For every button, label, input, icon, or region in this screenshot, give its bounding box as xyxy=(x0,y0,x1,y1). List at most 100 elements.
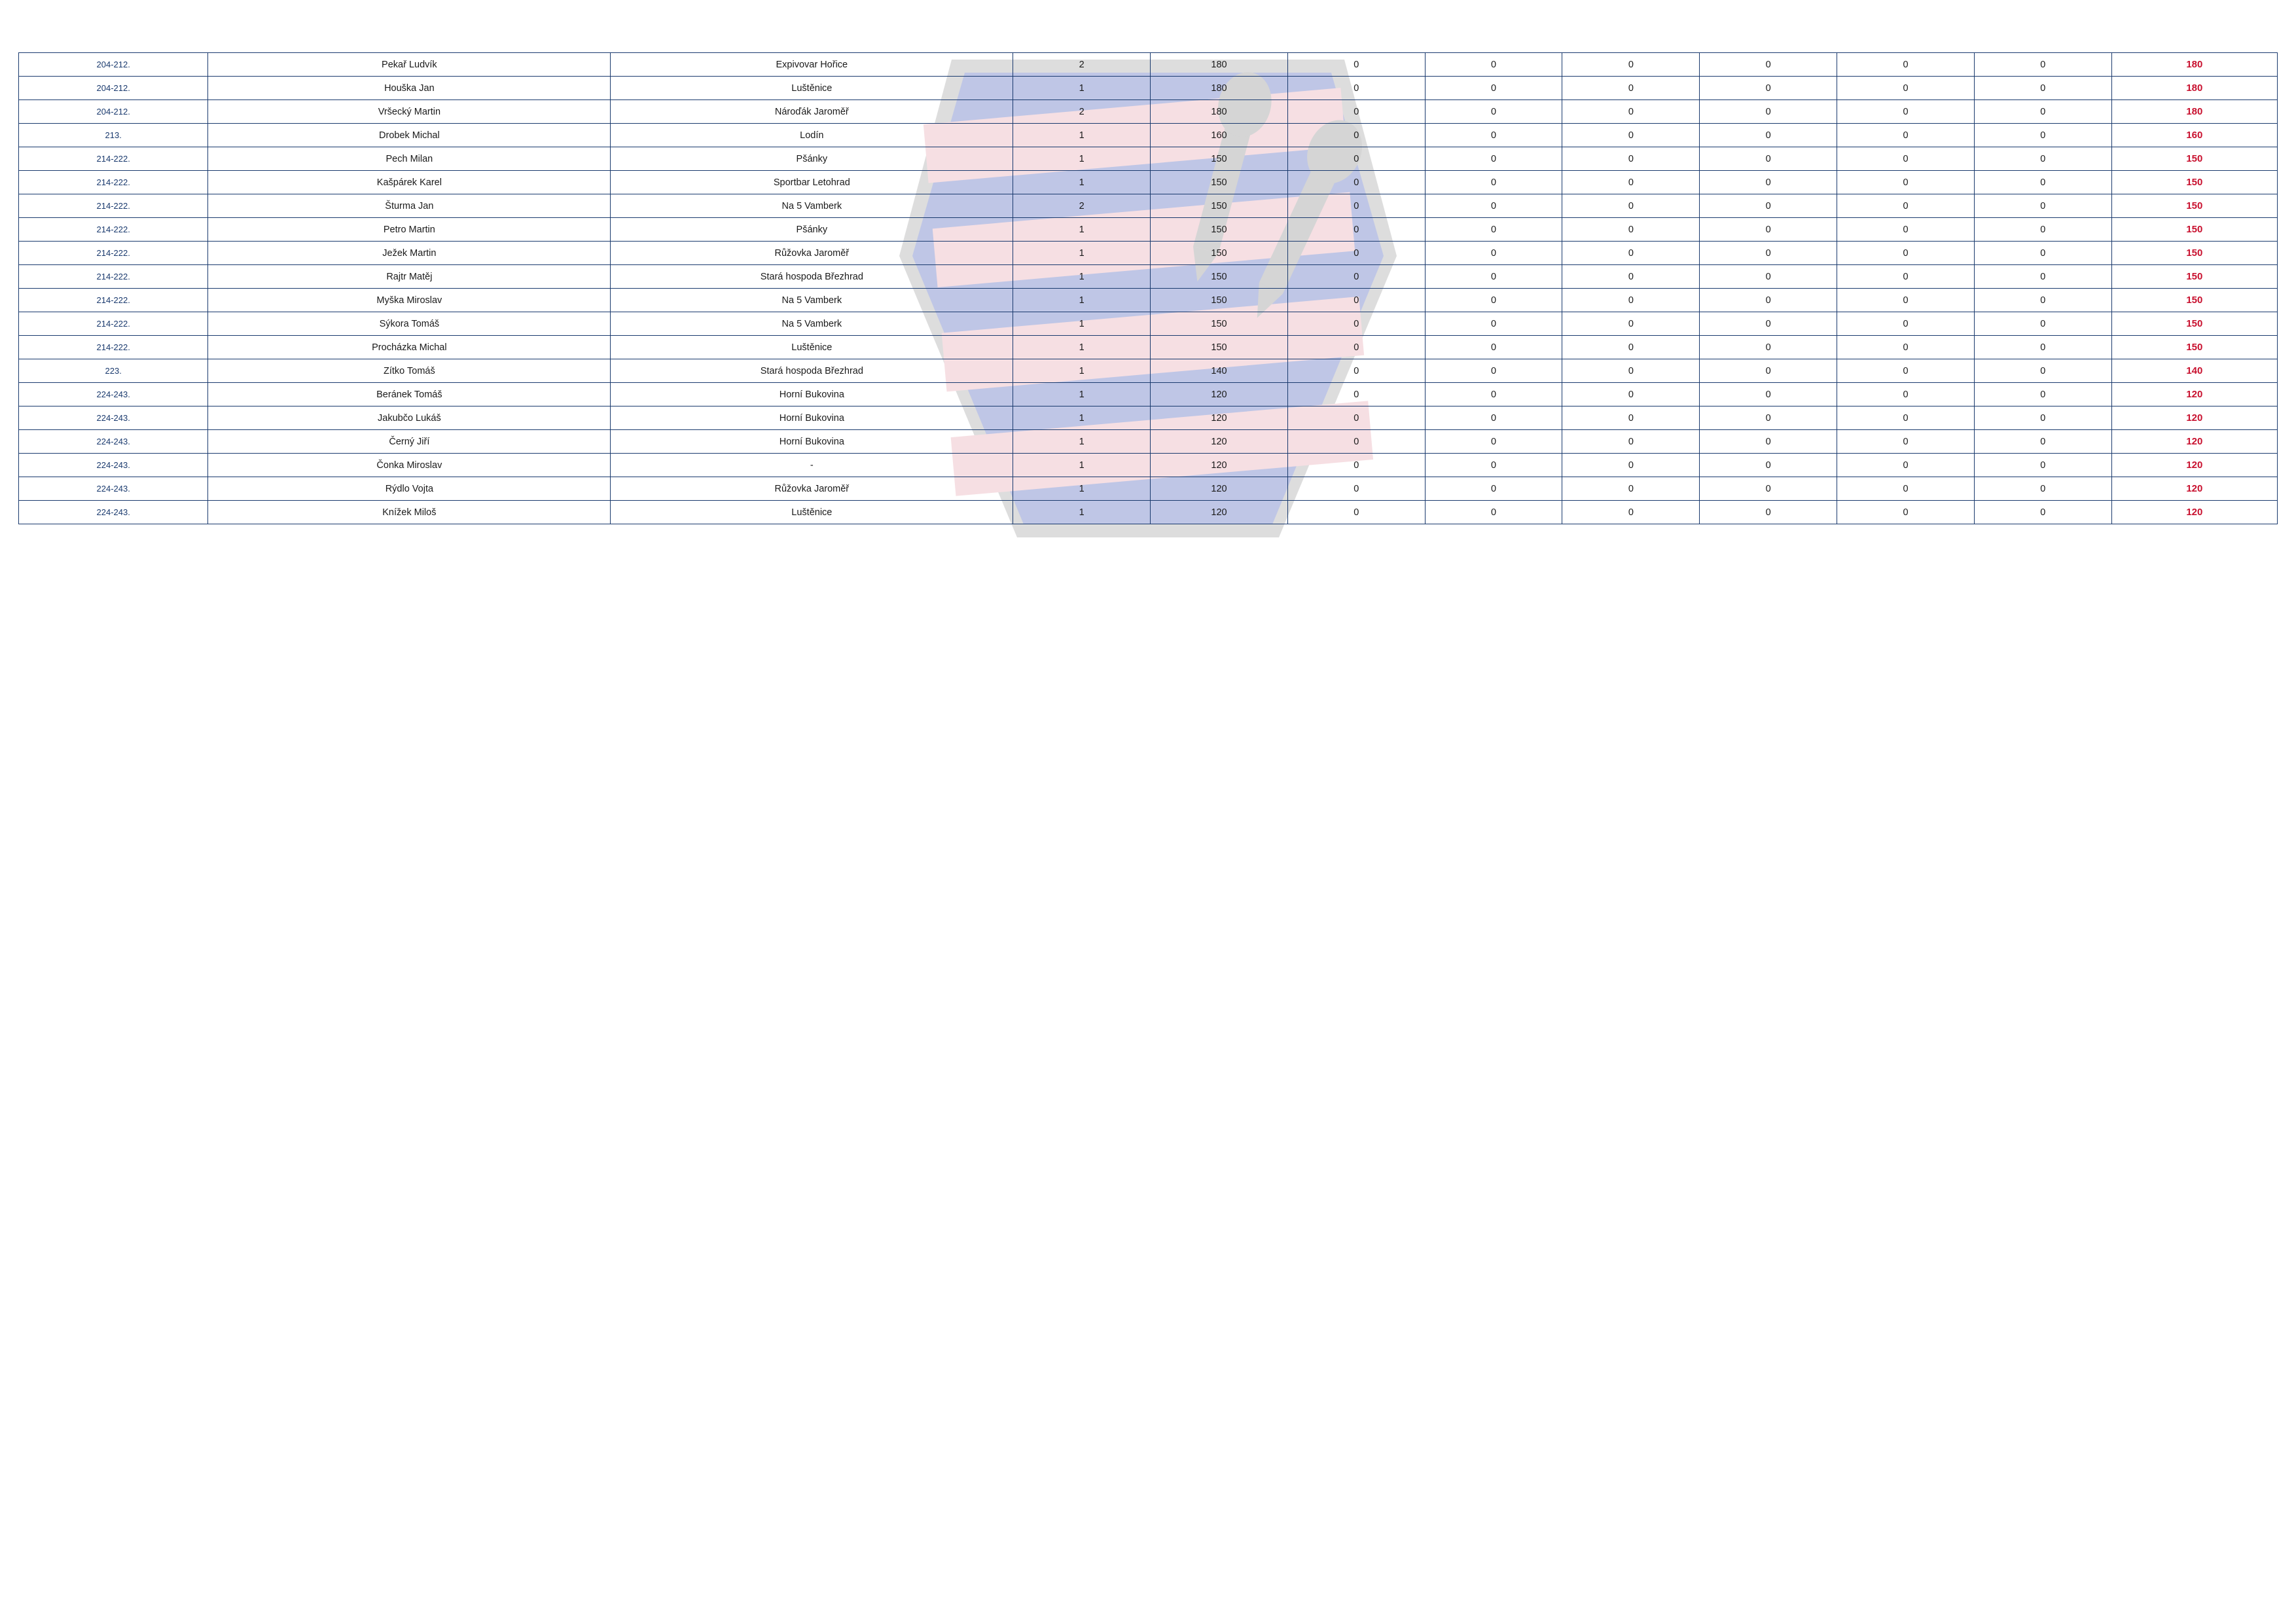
total-cell: 180 xyxy=(2111,100,2277,124)
col8-cell: 0 xyxy=(1974,477,2111,501)
rank-cell: 204-212. xyxy=(19,77,208,100)
col5-cell: 0 xyxy=(1562,194,1700,218)
col8-cell: 0 xyxy=(1974,218,2111,242)
col1-cell: 1 xyxy=(1013,454,1151,477)
col4-cell: 0 xyxy=(1425,265,1562,289)
col4-cell: 0 xyxy=(1425,77,1562,100)
rank-cell: 224-243. xyxy=(19,406,208,430)
team-cell: Stará hospoda Březhrad xyxy=(611,265,1013,289)
col5-cell: 0 xyxy=(1562,124,1700,147)
col1-cell: 1 xyxy=(1013,242,1151,265)
col5-cell: 0 xyxy=(1562,383,1700,406)
col2-cell: 150 xyxy=(1151,336,1288,359)
col8-cell: 0 xyxy=(1974,454,2111,477)
col6-cell: 0 xyxy=(1700,265,1837,289)
col5-cell: 0 xyxy=(1562,336,1700,359)
col4-cell: 0 xyxy=(1425,194,1562,218)
col2-cell: 160 xyxy=(1151,124,1288,147)
col4-cell: 0 xyxy=(1425,454,1562,477)
col8-cell: 0 xyxy=(1974,430,2111,454)
col4-cell: 0 xyxy=(1425,124,1562,147)
name-cell: Drobek Michal xyxy=(208,124,611,147)
total-cell: 180 xyxy=(2111,53,2277,77)
table-row: 214-222.Sýkora TomášNa 5 Vamberk11500000… xyxy=(19,312,2278,336)
col1-cell: 1 xyxy=(1013,501,1151,524)
col5-cell: 0 xyxy=(1562,406,1700,430)
col3-cell: 0 xyxy=(1287,124,1425,147)
rank-cell: 214-222. xyxy=(19,289,208,312)
col7-cell: 0 xyxy=(1837,430,1975,454)
total-cell: 150 xyxy=(2111,171,2277,194)
col8-cell: 0 xyxy=(1974,171,2111,194)
total-cell: 120 xyxy=(2111,383,2277,406)
col3-cell: 0 xyxy=(1287,77,1425,100)
col6-cell: 0 xyxy=(1700,501,1837,524)
col7-cell: 0 xyxy=(1837,171,1975,194)
team-cell: Luštěnice xyxy=(611,77,1013,100)
rank-cell: 224-243. xyxy=(19,477,208,501)
col5-cell: 0 xyxy=(1562,477,1700,501)
table-row: 214-222.Ježek MartinRůžovka Jaroměř11500… xyxy=(19,242,2278,265)
col6-cell: 0 xyxy=(1700,77,1837,100)
col1-cell: 1 xyxy=(1013,336,1151,359)
name-cell: Knížek Miloš xyxy=(208,501,611,524)
rank-cell: 214-222. xyxy=(19,218,208,242)
col4-cell: 0 xyxy=(1425,336,1562,359)
total-cell: 150 xyxy=(2111,218,2277,242)
col3-cell: 0 xyxy=(1287,406,1425,430)
col8-cell: 0 xyxy=(1974,289,2111,312)
col4-cell: 0 xyxy=(1425,501,1562,524)
col3-cell: 0 xyxy=(1287,383,1425,406)
col3-cell: 0 xyxy=(1287,242,1425,265)
rank-cell: 214-222. xyxy=(19,147,208,171)
table-row: 214-222.Procházka MichalLuštěnice1150000… xyxy=(19,336,2278,359)
col8-cell: 0 xyxy=(1974,100,2111,124)
col3-cell: 0 xyxy=(1287,218,1425,242)
table-row: 213.Drobek MichalLodín1160000000160 xyxy=(19,124,2278,147)
col2-cell: 150 xyxy=(1151,289,1288,312)
col2-cell: 180 xyxy=(1151,77,1288,100)
team-cell: Na 5 Vamberk xyxy=(611,312,1013,336)
col2-cell: 150 xyxy=(1151,171,1288,194)
col1-cell: 2 xyxy=(1013,194,1151,218)
name-cell: Vršecký Martin xyxy=(208,100,611,124)
col5-cell: 0 xyxy=(1562,289,1700,312)
rank-cell: 214-222. xyxy=(19,194,208,218)
col8-cell: 0 xyxy=(1974,77,2111,100)
col8-cell: 0 xyxy=(1974,359,2111,383)
col5-cell: 0 xyxy=(1562,147,1700,171)
col7-cell: 0 xyxy=(1837,406,1975,430)
name-cell: Sýkora Tomáš xyxy=(208,312,611,336)
col3-cell: 0 xyxy=(1287,171,1425,194)
total-cell: 150 xyxy=(2111,265,2277,289)
name-cell: Pekař Ludvík xyxy=(208,53,611,77)
table-row: 204-212.Houška JanLuštěnice1180000000180 xyxy=(19,77,2278,100)
rankings-table: 204-212.Pekař LudvíkExpivovar Hořice2180… xyxy=(18,52,2278,524)
team-cell: Luštěnice xyxy=(611,501,1013,524)
col3-cell: 0 xyxy=(1287,194,1425,218)
col2-cell: 120 xyxy=(1151,477,1288,501)
name-cell: Beránek Tomáš xyxy=(208,383,611,406)
team-cell: Na 5 Vamberk xyxy=(611,289,1013,312)
col5-cell: 0 xyxy=(1562,265,1700,289)
col2-cell: 120 xyxy=(1151,501,1288,524)
col8-cell: 0 xyxy=(1974,53,2111,77)
name-cell: Zítko Tomáš xyxy=(208,359,611,383)
col5-cell: 0 xyxy=(1562,218,1700,242)
col4-cell: 0 xyxy=(1425,289,1562,312)
total-cell: 120 xyxy=(2111,454,2277,477)
col1-cell: 1 xyxy=(1013,147,1151,171)
col6-cell: 0 xyxy=(1700,477,1837,501)
team-cell: Horní Bukovina xyxy=(611,430,1013,454)
table-row: 214-222.Myška MiroslavNa 5 Vamberk115000… xyxy=(19,289,2278,312)
name-cell: Petro Martin xyxy=(208,218,611,242)
col3-cell: 0 xyxy=(1287,100,1425,124)
table-row: 224-243.Jakubčo LukášHorní Bukovina11200… xyxy=(19,406,2278,430)
rank-cell: 214-222. xyxy=(19,336,208,359)
name-cell: Černý Jiří xyxy=(208,430,611,454)
col5-cell: 0 xyxy=(1562,359,1700,383)
table-row: 224-243.Rýdlo VojtaRůžovka Jaroměř112000… xyxy=(19,477,2278,501)
total-cell: 180 xyxy=(2111,77,2277,100)
col8-cell: 0 xyxy=(1974,312,2111,336)
col3-cell: 0 xyxy=(1287,265,1425,289)
